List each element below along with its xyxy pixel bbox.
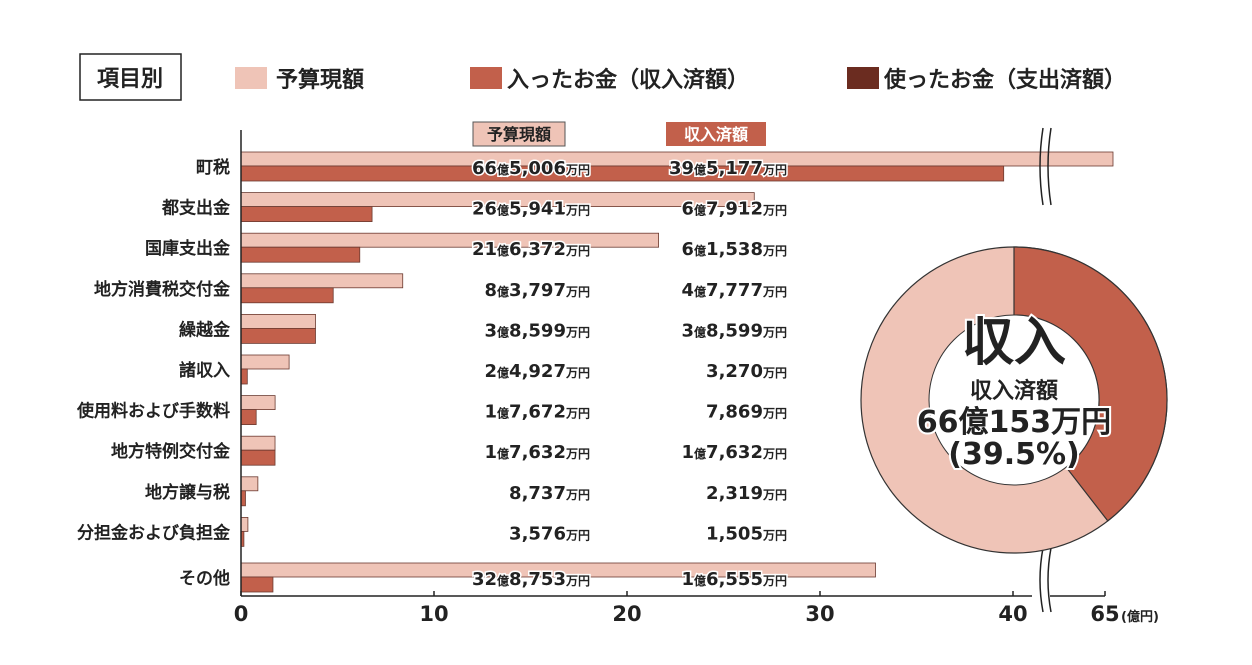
data-label-budget: 2億4,927万円 [485, 361, 591, 382]
donut-title: 収入 [962, 313, 1066, 373]
data-label-budget: 26億5,941万円 [472, 199, 590, 220]
data-label-income: 3,270万円 [706, 361, 787, 382]
column-header-income: 収入済額 [684, 125, 748, 144]
bar-budget [240, 232, 659, 248]
data-label-budget: 3億8,599万円 [485, 320, 591, 341]
column-header-budget: 予算現額 [487, 125, 551, 144]
axis-break-mark [1047, 547, 1052, 613]
category-label: 分担金および負担金 [77, 522, 231, 543]
x-tick-label: 65 [1090, 602, 1119, 626]
x-tick-label: 40 [998, 602, 1027, 626]
data-label-income: 4億7,777万円 [682, 280, 788, 301]
data-label-income: 1,505万円 [706, 523, 787, 544]
legend-label-income: 入ったお金（収入済額） [507, 67, 749, 93]
axis-break-mark [1047, 127, 1052, 206]
category-label: 使用料および手数料 [76, 401, 230, 422]
data-label-income: 1億7,632万円 [682, 442, 788, 463]
data-label-income: 39億5,177万円 [669, 158, 787, 179]
x-tick-label: 0 [234, 602, 249, 626]
category-label: 都支出金 [161, 198, 231, 219]
bar-income [240, 449, 276, 466]
bar-income [240, 409, 257, 426]
column-header-budget-bg [472, 121, 566, 147]
donut-percent: (39.5%) [948, 437, 1080, 472]
bar-income [240, 368, 248, 385]
data-label-budget: 8,737万円 [509, 483, 590, 504]
category-label: 町税 [196, 157, 230, 178]
category-label: 繰越金 [179, 319, 231, 340]
axis-break-mark [1039, 127, 1044, 206]
bar-income [240, 287, 334, 304]
data-label-budget: 32億8,753万円 [472, 569, 590, 590]
data-label-income: 6億1,538万円 [682, 239, 788, 260]
donut-label: 収入済額 [970, 378, 1058, 404]
legend-label-expense: 使ったお金（支出済額） [883, 67, 1126, 93]
data-label-income: 1億6,555万円 [682, 569, 788, 590]
bar-budget [240, 395, 276, 411]
chart-title: 項目別 [97, 67, 163, 92]
legend-label-budget: 予算現額 [276, 67, 364, 93]
x-tick-label: 30 [805, 602, 834, 626]
bar-budget [240, 435, 276, 451]
category-label: 国庫支出金 [145, 238, 231, 259]
category-label: 地方消費税交付金 [94, 279, 231, 300]
category-label: 地方譲与税 [145, 482, 230, 503]
donut-hole [928, 314, 1100, 486]
data-label-budget: 1億7,632万円 [485, 442, 591, 463]
donut-amount: 66億153万円 [917, 405, 1111, 440]
title-box [79, 53, 182, 101]
bar-income [240, 165, 1005, 182]
data-label-budget: 8億3,797万円 [485, 280, 591, 301]
column-header-income-bg [666, 122, 766, 146]
data-label-budget: 3,576万円 [509, 523, 590, 544]
legend-swatch-expense [847, 67, 879, 89]
category-label: その他 [179, 568, 230, 589]
data-label-income: 7,869万円 [706, 402, 787, 423]
x-axis-unit: (億円) [1121, 609, 1159, 625]
data-label-income: 2,319万円 [706, 483, 787, 504]
category-label: 地方特例交付金 [111, 441, 231, 462]
axis-break-mark [1039, 547, 1044, 613]
legend-swatch-income [470, 67, 502, 89]
bar-budget [240, 517, 249, 532]
data-label-budget: 1億7,672万円 [485, 402, 591, 423]
bar-budget [240, 273, 404, 289]
bar-budget [240, 354, 290, 370]
bar-income [240, 327, 316, 344]
data-label-budget: 66億5,006万円 [472, 158, 590, 179]
data-label-income: 3億8,599万円 [682, 320, 788, 341]
bar-income [240, 576, 274, 593]
legend-swatch-budget [235, 67, 267, 89]
data-label-budget: 21億6,372万円 [472, 239, 590, 260]
x-tick-label: 20 [612, 602, 641, 626]
bar-budget [240, 313, 316, 329]
bar-budget [240, 476, 259, 492]
data-label-income: 6億7,912万円 [682, 199, 788, 220]
bar-income [240, 246, 361, 263]
x-tick-label: 10 [419, 602, 448, 626]
bar-income [240, 206, 373, 223]
category-label: 諸収入 [179, 360, 230, 381]
